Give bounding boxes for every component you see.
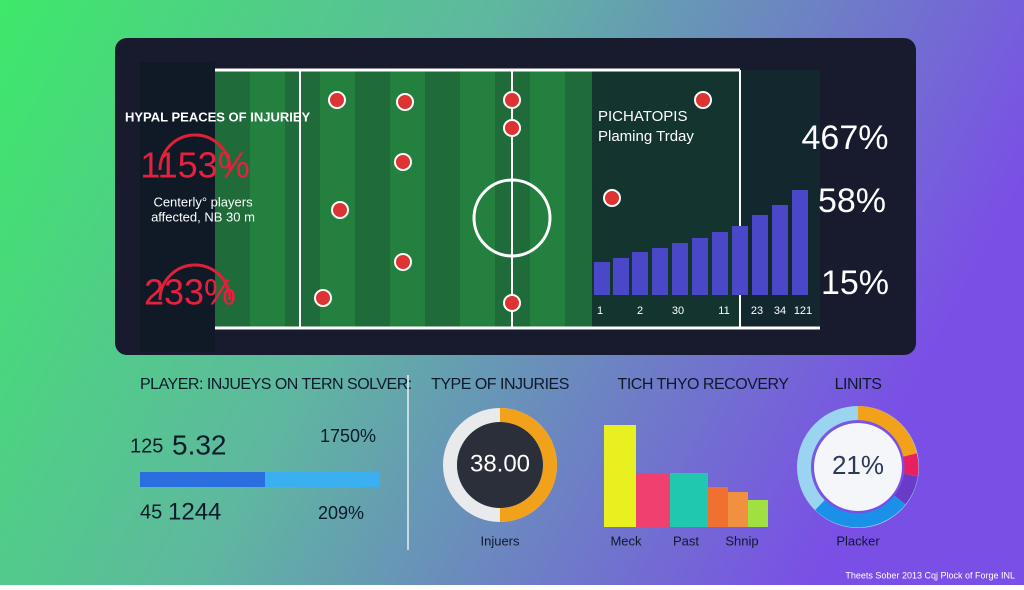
stat-small: 45 bbox=[140, 501, 162, 523]
axis-label: 121 bbox=[794, 305, 812, 317]
donut-center bbox=[814, 423, 902, 511]
overlay-title: PICHATOPIS bbox=[598, 108, 687, 125]
axis-label: 2 bbox=[637, 305, 643, 317]
left-title: HYPAL PEACES OF INJURIEY bbox=[125, 109, 310, 124]
donut-label: Injuers bbox=[480, 533, 520, 548]
section-title: PLAYER: INJUEYS ON TERN SOLVER: bbox=[140, 376, 412, 393]
left-caption: Centerly° players bbox=[153, 194, 253, 209]
right-stat: 58% bbox=[818, 182, 886, 220]
bar-label: Past bbox=[673, 533, 699, 548]
section-title: TYPE OF INJURIES bbox=[431, 376, 569, 393]
stat-right: 1750% bbox=[320, 426, 376, 446]
left-stat: 233% bbox=[144, 272, 236, 313]
stat-big: 5.32 bbox=[172, 429, 227, 460]
donut-value: 21% bbox=[832, 450, 884, 480]
stat-right: 209% bbox=[318, 503, 364, 523]
donut-label: Placker bbox=[836, 533, 880, 548]
axis-label: 30 bbox=[672, 305, 684, 317]
axis-label: 11 bbox=[718, 305, 729, 317]
left-stat: 1153% bbox=[140, 145, 249, 186]
donut-arc bbox=[499, 408, 557, 522]
bar-label: Meck bbox=[610, 533, 642, 548]
overlay-title: Plaming Trday bbox=[598, 128, 694, 145]
recovery-bars bbox=[604, 425, 768, 527]
donut-center bbox=[457, 422, 543, 508]
stat-big: 1244 bbox=[168, 498, 221, 525]
left-caption: affected, NB 30 m bbox=[151, 209, 255, 224]
axis-label: 23 bbox=[751, 305, 763, 317]
axis-label: 1 bbox=[597, 305, 603, 317]
stat-small: 125 bbox=[130, 435, 163, 457]
limits-donut bbox=[797, 406, 919, 528]
right-stat: 467% bbox=[802, 119, 889, 157]
section-title: LINITS bbox=[835, 376, 882, 393]
footer: Theets Sober 2013 Cqj Plock of Forge INL bbox=[845, 570, 1015, 580]
axis-label: 34 bbox=[774, 305, 786, 317]
right-stat: 15% bbox=[821, 264, 889, 302]
section-title: TICH THYO RECOVERY bbox=[618, 376, 790, 393]
field bbox=[140, 62, 820, 352]
bar-label: Shnip bbox=[725, 533, 758, 548]
progress-fill bbox=[140, 472, 265, 487]
donut-value: 38.00 bbox=[470, 450, 530, 477]
